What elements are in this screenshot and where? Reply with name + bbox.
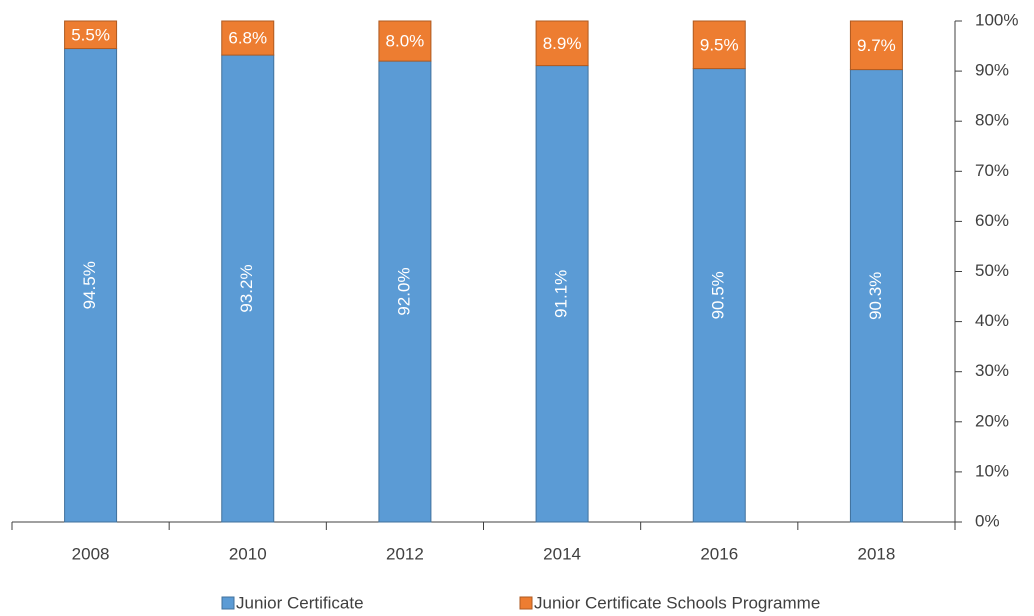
legend-label: Junior Certificate bbox=[236, 593, 364, 612]
legend-swatch bbox=[519, 596, 533, 610]
data-label: 9.7% bbox=[857, 36, 896, 55]
y-tick-label: 90% bbox=[975, 61, 1009, 80]
data-label: 8.0% bbox=[386, 32, 425, 51]
bar-segment bbox=[692, 68, 746, 523]
bar-segment bbox=[221, 20, 275, 56]
data-label: 94.5% bbox=[80, 261, 99, 309]
bar-segment bbox=[692, 20, 746, 70]
y-tick-label: 50% bbox=[975, 261, 1009, 280]
bar-segment bbox=[378, 60, 432, 523]
x-tick-label: 2018 bbox=[858, 544, 896, 563]
y-tick-label: 70% bbox=[975, 161, 1009, 180]
legend-swatch bbox=[221, 596, 235, 610]
bar-segment bbox=[221, 54, 275, 523]
data-label: 90.3% bbox=[866, 272, 885, 320]
bar-segment bbox=[849, 69, 903, 523]
data-label: 90.5% bbox=[709, 271, 728, 319]
bar-segment bbox=[64, 20, 118, 50]
bar-segment bbox=[849, 20, 903, 71]
y-tick-label: 20% bbox=[975, 411, 1009, 430]
y-tick-label: 60% bbox=[975, 211, 1009, 230]
data-label: 6.8% bbox=[228, 29, 267, 48]
bar-segment bbox=[535, 20, 589, 67]
y-tick-label: 80% bbox=[975, 111, 1009, 130]
legend-label: Junior Certificate Schools Programme bbox=[534, 593, 820, 612]
x-tick-label: 2012 bbox=[386, 544, 424, 563]
y-tick-label: 30% bbox=[975, 361, 1009, 380]
x-tick-label: 2010 bbox=[229, 544, 267, 563]
y-tick-label: 100% bbox=[975, 10, 1018, 29]
data-label: 8.9% bbox=[543, 34, 582, 53]
data-label: 93.2% bbox=[237, 264, 256, 312]
data-label: 92.0% bbox=[394, 267, 413, 315]
bar-segment bbox=[378, 20, 432, 62]
x-tick-label: 2014 bbox=[543, 544, 581, 563]
bar-segment bbox=[535, 65, 589, 523]
y-tick-label: 0% bbox=[975, 511, 1000, 530]
x-tick-label: 2016 bbox=[700, 544, 738, 563]
y-tick-label: 40% bbox=[975, 311, 1009, 330]
data-label: 9.5% bbox=[700, 35, 739, 54]
x-tick-label: 2008 bbox=[72, 544, 110, 563]
y-tick-label: 10% bbox=[975, 461, 1009, 480]
data-label: 91.1% bbox=[552, 270, 571, 318]
data-label: 5.5% bbox=[71, 25, 110, 44]
bar-segment bbox=[64, 48, 118, 523]
